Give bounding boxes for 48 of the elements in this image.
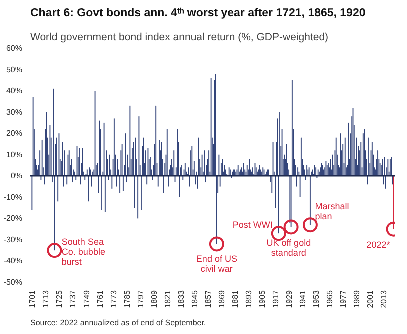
- annotation: South Sea Co. bubble burst: [62, 236, 106, 267]
- x-tick-label: 1965: [326, 290, 335, 308]
- x-tick-label: 1893: [244, 290, 254, 308]
- x-tick-label: 1929: [285, 290, 294, 308]
- x-tick-label: 1941: [298, 290, 308, 308]
- x-tick-label: 1989: [352, 290, 362, 308]
- chart-title: Chart 6: Govt bonds ann. 4ᵗʰ worst year after 1721, 1865, 1920: [30, 8, 366, 20]
- y-tick-label: -40%: [4, 256, 23, 266]
- y-tick-label: -20%: [4, 214, 23, 224]
- x-tick-label: 1749: [82, 290, 92, 308]
- x-tick-label: 1869: [217, 290, 226, 308]
- x-tick-label: 1881: [230, 290, 240, 308]
- x-tick-label: 1809: [150, 290, 159, 308]
- x-tick-label: 1725: [55, 290, 64, 308]
- x-tick-label: 2013: [380, 290, 389, 308]
- annotation: End of US civil war: [196, 254, 238, 274]
- x-tick-label: 1953: [312, 290, 322, 308]
- x-tick-label: 2001: [366, 290, 376, 308]
- x-tick-label: 1845: [190, 290, 200, 308]
- annotation: Marshall plan: [315, 201, 350, 222]
- x-tick-label: 1737: [68, 290, 78, 308]
- y-tick-label: 20%: [6, 129, 23, 138]
- x-tick-label: 1713: [42, 290, 51, 308]
- y-tick-label: 50%: [6, 65, 23, 74]
- y-tick-label: -50%: [4, 278, 23, 287]
- annotation: Post WWI: [232, 220, 273, 230]
- x-tick-label: 1857: [204, 290, 213, 308]
- x-tick-label: 1797: [136, 290, 146, 308]
- x-tick-label: 1917: [272, 290, 281, 308]
- x-tick-label: 1821: [163, 290, 172, 308]
- x-tick-label: 1977: [339, 290, 348, 308]
- x-tick-label: 1785: [122, 290, 132, 308]
- y-tick-label: -10%: [4, 192, 23, 202]
- x-tick-label: 1701: [28, 290, 38, 308]
- y-tick-label: -30%: [4, 235, 23, 244]
- x-tick-label: 1773: [109, 290, 118, 308]
- x-tick-label: 1905: [258, 290, 268, 308]
- y-tick-label: 40%: [6, 86, 23, 96]
- y-tick-label: 60%: [6, 44, 23, 53]
- y-tick-label: 0%: [10, 172, 22, 181]
- annotation: 2022*: [366, 240, 391, 250]
- y-tick-label: 30%: [6, 108, 23, 117]
- annotation: UK off gold standard: [266, 238, 312, 258]
- x-tick-label: 1761: [96, 290, 105, 308]
- source-note: Source: 2022 annualized as of end of September.: [30, 318, 206, 328]
- y-tick-label: 10%: [6, 150, 23, 160]
- x-tick-label: 1833: [176, 290, 186, 308]
- chart-subtitle: World government bond index annual return (%, GDP-weighted): [30, 32, 329, 44]
